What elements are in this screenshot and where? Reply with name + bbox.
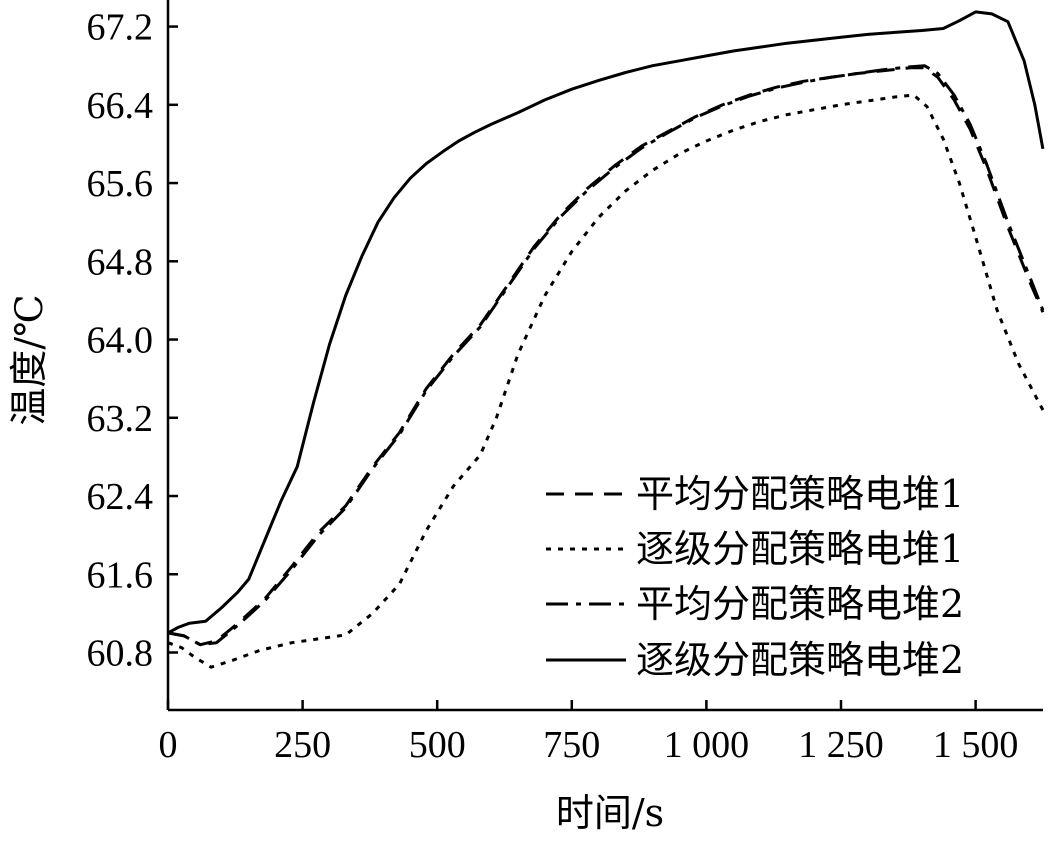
y-tick-label: 63.2 (87, 398, 154, 440)
x-tick-label: 500 (409, 724, 466, 766)
legend-label-1: 平均分配策略电堆1 (636, 472, 964, 516)
series-line-4 (167, 10, 1045, 635)
x-tick-label: 1 000 (664, 724, 750, 766)
y-tick-label: 62.4 (87, 476, 154, 518)
y-tick-label: 64.0 (87, 320, 154, 362)
x-tick-label: 1 250 (798, 724, 884, 766)
legend-label-2: 逐级分配策略电堆1 (636, 527, 964, 571)
y-ticks: 60.8 61.6 62.4 63.2 64.0 64.8 65.6 66.4 67.2 (87, 7, 178, 675)
x-tick-label: 0 (159, 724, 178, 766)
y-tick-label: 61.6 (87, 554, 154, 596)
x-tick-label: 250 (274, 724, 331, 766)
y-tick-label: 66.4 (87, 85, 154, 127)
series-line-2 (167, 93, 1045, 669)
series-line-1 (167, 66, 1045, 647)
y-tick-label: 60.8 (87, 633, 154, 675)
x-tick-label: 1 500 (933, 724, 1019, 766)
x-ticks: 0 250 500 750 1 000 1 250 1 500 (159, 700, 1019, 766)
y-axis-title: 温度/℃ (7, 294, 51, 425)
axes (166, 0, 1043, 712)
legend-label-4: 逐级分配策略电堆2 (636, 638, 964, 682)
x-axis-title: 时间/s (556, 791, 664, 835)
x-tick-label: 750 (543, 724, 600, 766)
y-tick-label: 65.6 (87, 163, 154, 205)
legend: 平均分配策略电堆1 逐级分配策略电堆1 平均分配策略电堆2 逐级分配策略电堆2 (546, 472, 964, 682)
legend-label-3: 平均分配策略电堆2 (636, 582, 964, 626)
y-tick-label: 64.8 (87, 241, 154, 283)
y-tick-label: 67.2 (87, 7, 154, 49)
series-line-3 (167, 64, 1045, 647)
plot-lines (167, 10, 1045, 669)
